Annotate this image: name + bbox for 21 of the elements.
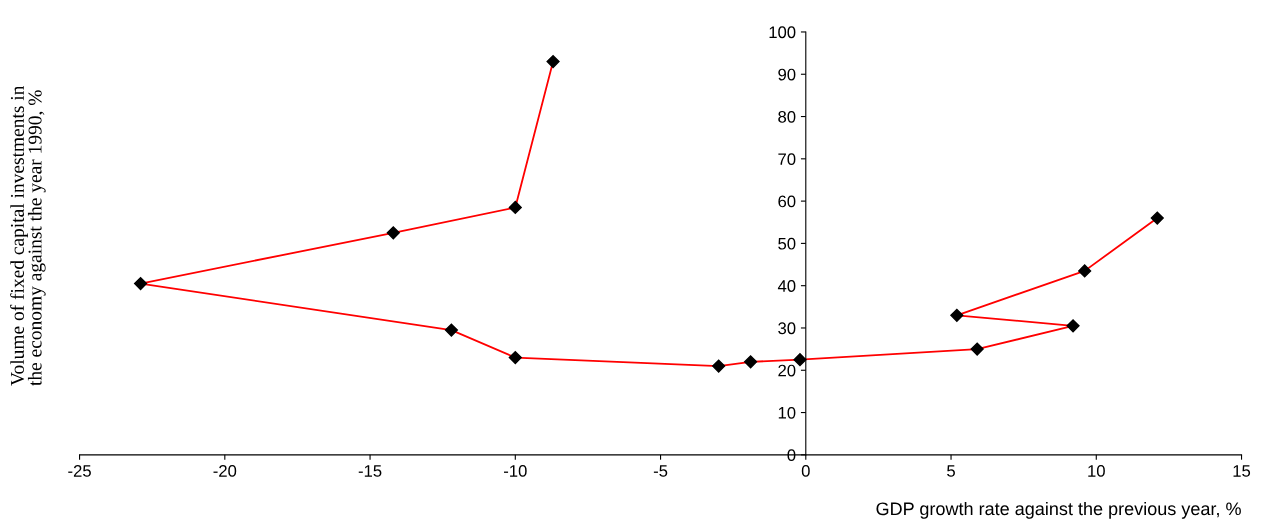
x-tick-label: 5 bbox=[947, 465, 955, 477]
y-tick-label: 60 bbox=[778, 195, 796, 208]
y-tick-label: 40 bbox=[777, 280, 796, 292]
x-tick-label: 15 bbox=[1233, 465, 1251, 477]
y-tick-label: 10 bbox=[778, 406, 796, 419]
y-tick-label: 90 bbox=[778, 68, 796, 81]
y-tick-label: 20 bbox=[778, 364, 796, 377]
x-tick-label: -10 bbox=[504, 464, 527, 477]
x-tick-label: -25 bbox=[68, 464, 91, 477]
y-tick-label: 50 bbox=[778, 237, 796, 250]
x-tick-label: 10 bbox=[1088, 464, 1105, 477]
y-tick-label: 70 bbox=[778, 153, 796, 166]
x-tick-label: 0 bbox=[801, 464, 810, 477]
y-axis-title: Volume of fixed capital investments in the economy against the year 1990, % bbox=[10, 85, 46, 386]
x-tick-label: -5 bbox=[653, 465, 668, 477]
y-tick-label: 80 bbox=[778, 110, 796, 123]
y-tick-label: 30 bbox=[778, 322, 796, 335]
x-tick-label: -20 bbox=[213, 464, 237, 477]
x-tick-label: -15 bbox=[358, 465, 382, 477]
y-tick-label: 100 bbox=[769, 26, 796, 39]
x-axis-title: GDP growth rate against the previous year, % bbox=[876, 501, 1241, 519]
